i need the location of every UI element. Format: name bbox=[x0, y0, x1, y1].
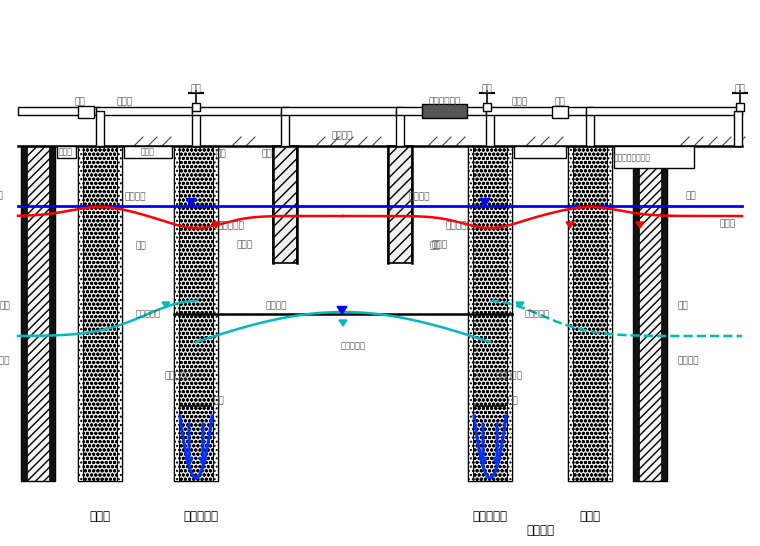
Bar bbox=[49, 146, 55, 481]
Text: 水表: 水表 bbox=[74, 98, 85, 106]
Text: 阀门: 阀门 bbox=[482, 85, 492, 93]
Text: 阀门: 阀门 bbox=[191, 85, 201, 93]
Bar bbox=[213, 146, 218, 481]
Polygon shape bbox=[636, 222, 644, 228]
Bar bbox=[422, 104, 467, 118]
Text: 整平地面: 整平地面 bbox=[331, 132, 353, 140]
Bar bbox=[124, 146, 172, 158]
Bar bbox=[18, 107, 100, 115]
Bar bbox=[78, 146, 83, 481]
Text: 自然水位: 自然水位 bbox=[409, 193, 430, 201]
Text: 加压回灌井口封板: 加压回灌井口封板 bbox=[613, 153, 651, 163]
Bar bbox=[486, 111, 494, 146]
Text: 回灌后水位: 回灌后水位 bbox=[218, 222, 245, 230]
Text: 回灌井: 回灌井 bbox=[579, 509, 600, 523]
Text: 滤料: 滤料 bbox=[0, 301, 10, 311]
Text: 回扬水泵: 回扬水泵 bbox=[678, 357, 699, 365]
Bar bbox=[78, 146, 122, 481]
Text: 水表: 水表 bbox=[555, 98, 565, 106]
Bar bbox=[281, 111, 289, 146]
Text: 阀门: 阀门 bbox=[735, 85, 746, 93]
Bar bbox=[614, 146, 694, 168]
Text: 地下水绕流: 地下水绕流 bbox=[495, 371, 522, 381]
Bar bbox=[273, 146, 297, 263]
Text: 基坑底面: 基坑底面 bbox=[265, 301, 287, 311]
Polygon shape bbox=[566, 222, 574, 228]
Bar bbox=[486, 107, 594, 115]
Text: 排水沟: 排水沟 bbox=[141, 147, 155, 157]
Bar bbox=[174, 146, 218, 481]
Text: 三通管: 三通管 bbox=[117, 98, 133, 106]
Text: 滤料: 滤料 bbox=[678, 301, 689, 311]
Bar bbox=[734, 111, 742, 146]
Bar bbox=[96, 107, 200, 115]
Text: 地下水绕流: 地下水绕流 bbox=[164, 371, 191, 381]
Polygon shape bbox=[337, 306, 347, 314]
Bar bbox=[483, 103, 491, 111]
Bar bbox=[96, 111, 104, 146]
Text: 粘土: 粘土 bbox=[216, 150, 226, 158]
Polygon shape bbox=[162, 302, 170, 308]
Bar bbox=[281, 107, 404, 115]
Bar bbox=[78, 106, 94, 118]
Text: 滤料: 滤料 bbox=[135, 241, 146, 251]
Text: 降水后水位: 降水后水位 bbox=[340, 341, 366, 351]
Polygon shape bbox=[212, 222, 220, 228]
Polygon shape bbox=[480, 199, 490, 206]
Bar bbox=[552, 106, 568, 118]
Bar bbox=[586, 111, 594, 146]
Text: 三通管: 三通管 bbox=[512, 98, 528, 106]
Text: 锢管井: 锢管井 bbox=[237, 240, 253, 250]
Bar bbox=[568, 146, 612, 481]
Bar bbox=[736, 103, 744, 111]
Bar bbox=[468, 146, 473, 481]
Bar bbox=[117, 146, 122, 481]
Bar bbox=[396, 107, 494, 115]
Text: 回灌后水位: 回灌后水位 bbox=[445, 222, 472, 230]
Bar bbox=[568, 146, 573, 481]
Bar bbox=[192, 111, 200, 146]
Text: 排水池: 排水池 bbox=[720, 219, 736, 228]
Bar bbox=[21, 146, 55, 481]
Text: 基坑降水井: 基坑降水井 bbox=[183, 509, 219, 523]
Text: 围护结构: 围护结构 bbox=[526, 525, 554, 537]
Bar bbox=[607, 146, 612, 481]
Bar bbox=[192, 107, 289, 115]
Text: 锢管井: 锢管井 bbox=[432, 240, 448, 250]
Text: 粘土: 粘土 bbox=[261, 150, 272, 158]
Text: 粘土: 粘土 bbox=[0, 192, 3, 200]
Bar bbox=[192, 103, 200, 111]
Polygon shape bbox=[186, 199, 196, 206]
Text: 自然水位: 自然水位 bbox=[125, 193, 146, 201]
Bar bbox=[507, 146, 512, 481]
Bar bbox=[633, 146, 667, 481]
Bar bbox=[57, 146, 76, 158]
Text: 降水后水位: 降水后水位 bbox=[525, 310, 550, 318]
Bar bbox=[468, 146, 512, 481]
Text: 加压净化装置: 加压净化装置 bbox=[429, 98, 461, 106]
Text: 基坑降水井: 基坑降水井 bbox=[473, 509, 508, 523]
Bar bbox=[661, 146, 667, 481]
Text: 降水后水位: 降水后水位 bbox=[136, 310, 161, 318]
Bar bbox=[514, 146, 566, 158]
Text: 水泵: 水泵 bbox=[214, 396, 225, 406]
Polygon shape bbox=[516, 302, 524, 308]
Bar bbox=[174, 146, 179, 481]
Bar bbox=[21, 146, 27, 481]
Text: 回扬水泵: 回扬水泵 bbox=[0, 357, 10, 365]
Bar bbox=[396, 111, 404, 146]
Text: 排水沟: 排水沟 bbox=[59, 147, 73, 157]
Text: 回灌井: 回灌井 bbox=[90, 509, 110, 523]
Bar bbox=[633, 146, 639, 481]
Bar bbox=[586, 107, 742, 115]
Bar bbox=[388, 146, 412, 263]
Text: 粘土: 粘土 bbox=[685, 192, 695, 200]
Polygon shape bbox=[339, 320, 347, 326]
Text: 水泵: 水泵 bbox=[508, 396, 519, 406]
Text: 滤料: 滤料 bbox=[429, 241, 440, 251]
Bar bbox=[614, 146, 631, 158]
